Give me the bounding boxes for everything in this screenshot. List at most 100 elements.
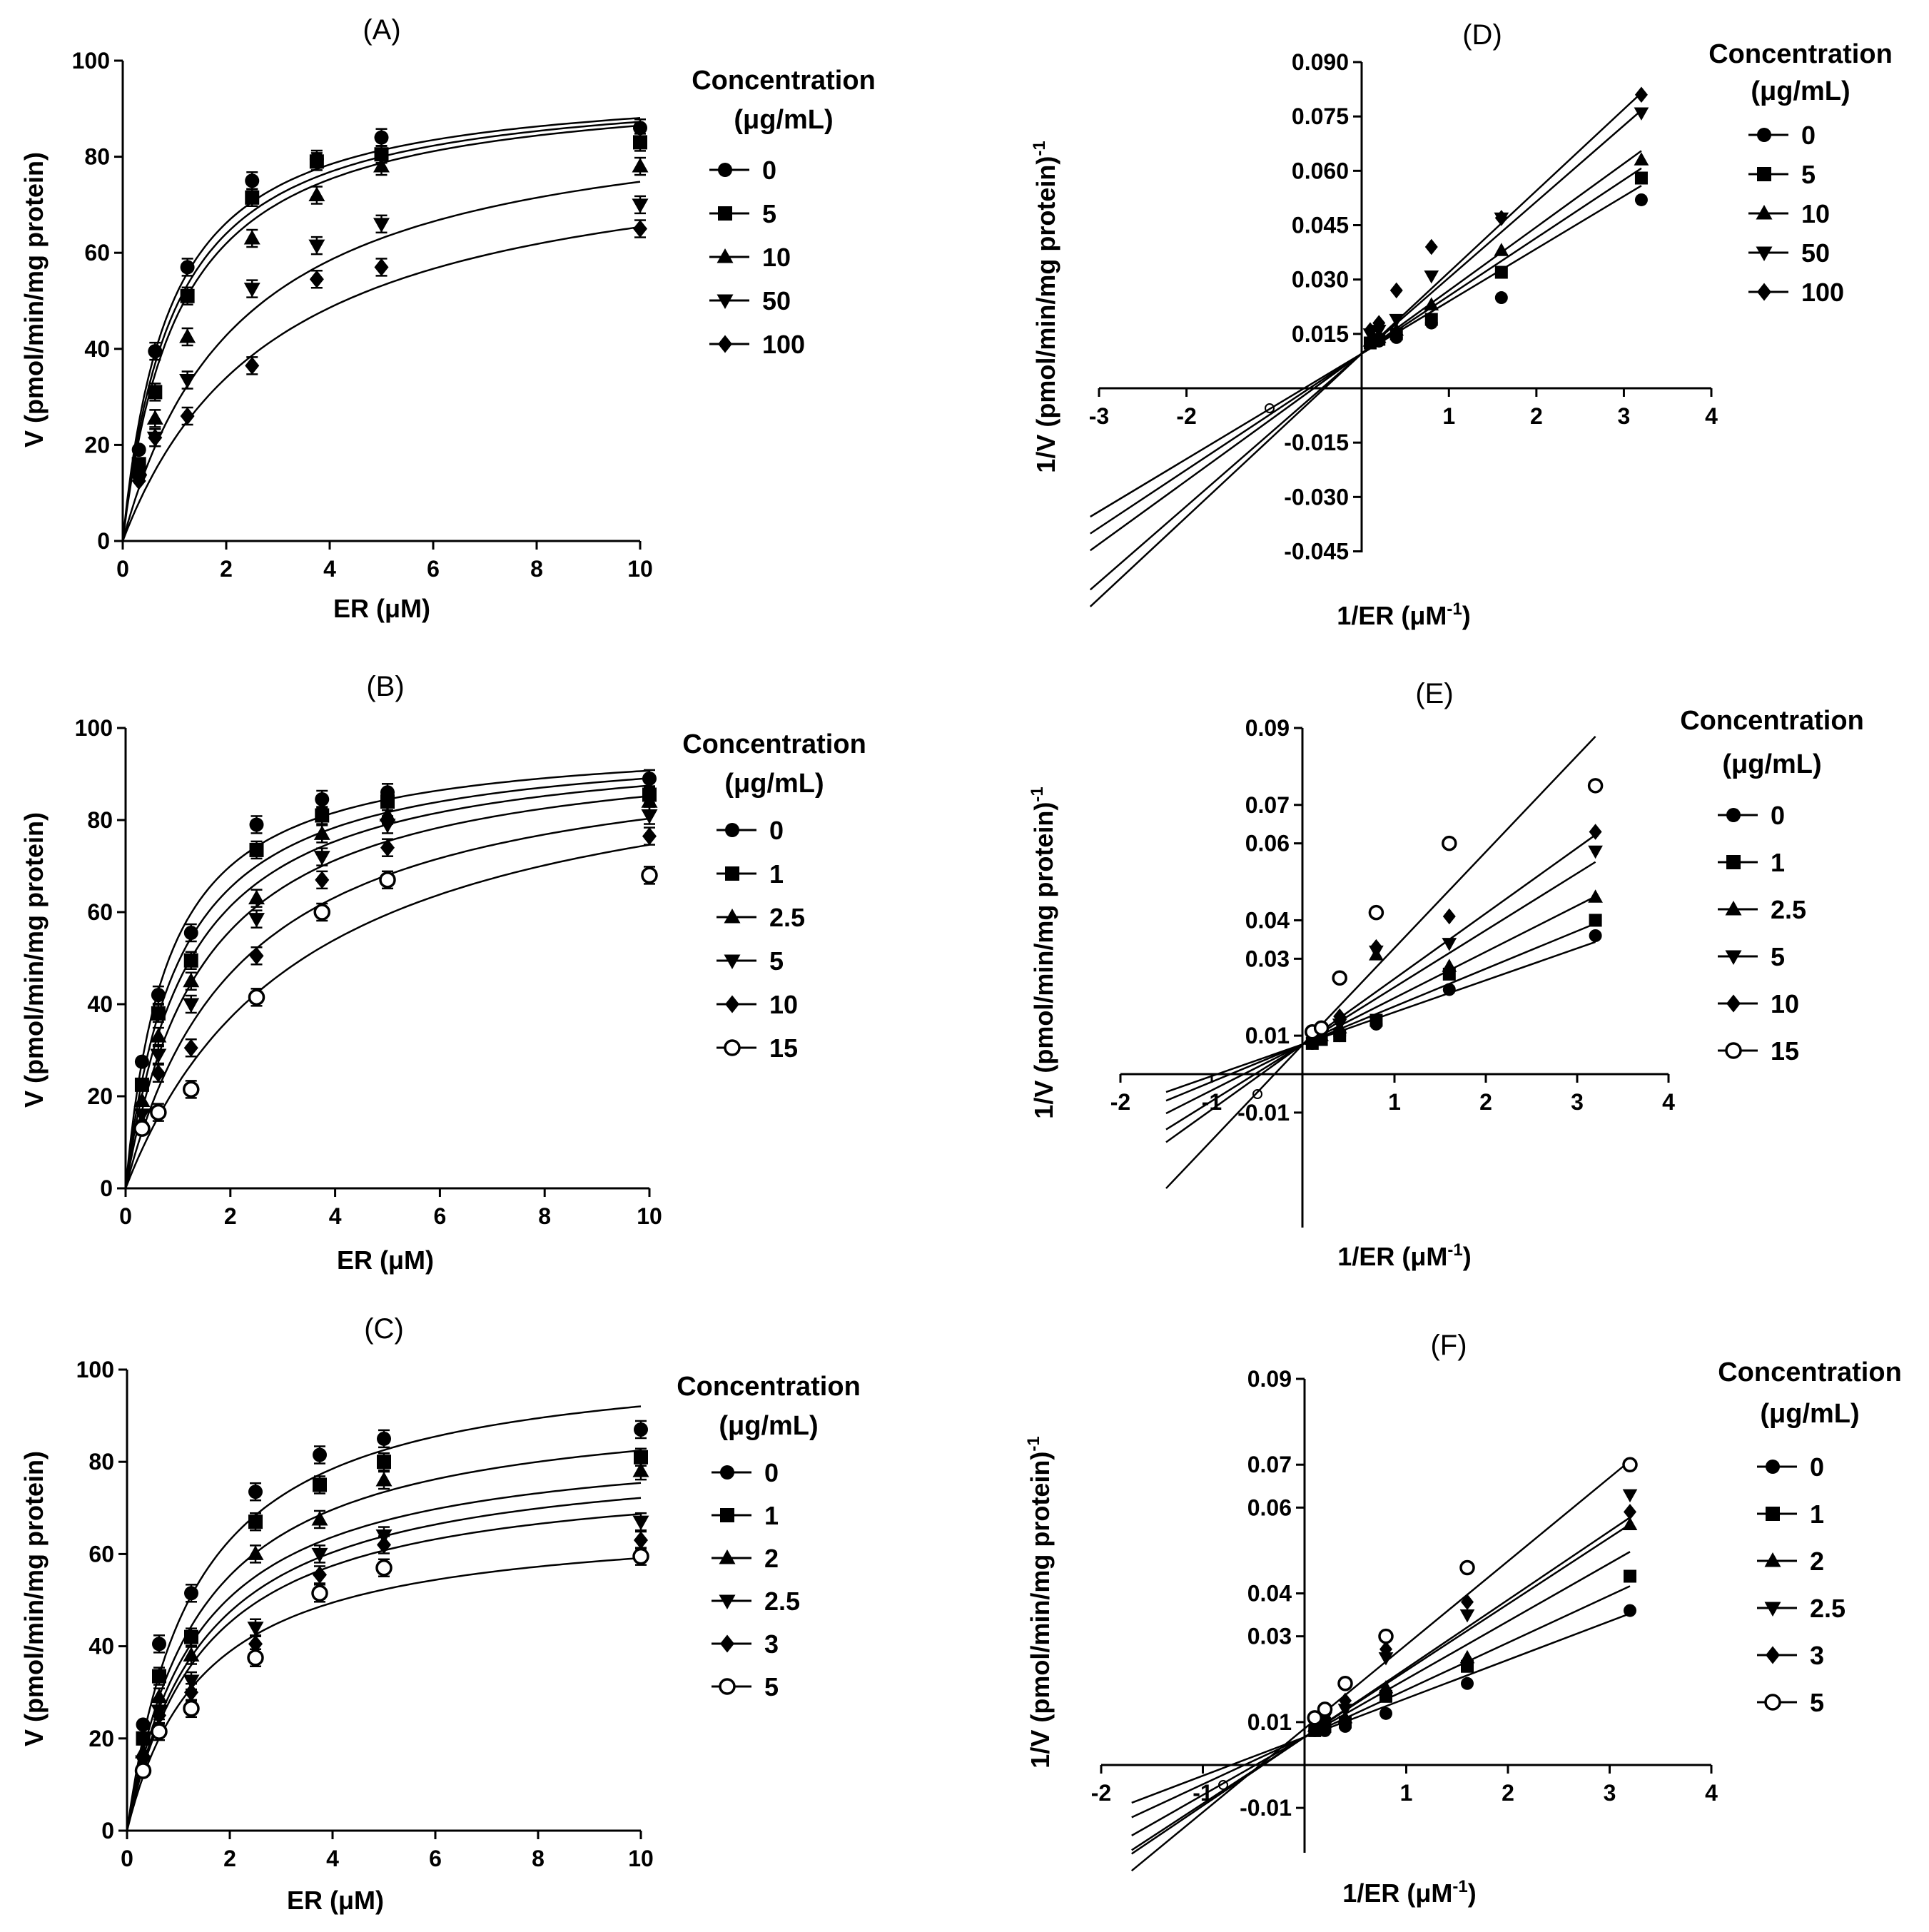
x-tick-label: 8 — [532, 1846, 545, 1871]
y-tick-label: 0.060 — [1292, 158, 1349, 183]
data-point — [634, 1422, 648, 1437]
data-point — [249, 946, 264, 965]
y-tick-label: 80 — [87, 807, 113, 833]
legend-label: 10 — [762, 243, 791, 272]
data-point — [1379, 1641, 1392, 1657]
data-point — [313, 1477, 327, 1492]
regression-line — [1165, 735, 1596, 1189]
data-point — [152, 1637, 166, 1652]
x-tick-label: 2 — [224, 1203, 237, 1229]
x-tick-label: 4 — [326, 1846, 339, 1871]
legend-label: 0 — [764, 1458, 779, 1487]
y-tick-label: 60 — [87, 899, 113, 925]
x-tick-label: 3 — [1571, 1089, 1584, 1115]
data-point — [180, 407, 195, 425]
legend-marker — [725, 995, 739, 1013]
data-point — [632, 1515, 649, 1531]
data-point — [245, 356, 260, 375]
chart-title: (D) — [1462, 19, 1502, 51]
data-point — [632, 1547, 649, 1565]
data-point — [374, 258, 389, 276]
data-point — [315, 871, 330, 889]
y-tick-label: 0.03 — [1247, 1624, 1292, 1649]
legend-subtitle: (μg/mL) — [1751, 76, 1850, 106]
chart-title: (F) — [1430, 1330, 1467, 1361]
data-point — [641, 866, 658, 884]
y-tick-label: -0.030 — [1284, 484, 1349, 510]
legend-label: 3 — [764, 1629, 779, 1659]
legend-marker — [1764, 1694, 1781, 1711]
legend-label: 2.5 — [764, 1587, 800, 1616]
data-point — [183, 1038, 198, 1057]
x-tick-label: 2 — [1502, 1780, 1514, 1806]
data-point — [1634, 193, 1648, 206]
data-point — [1424, 297, 1439, 310]
data-point — [1624, 1569, 1636, 1583]
legend-marker — [1756, 205, 1773, 220]
x-tick-label: 0 — [121, 1846, 133, 1871]
y-tick-label: 0.01 — [1245, 1023, 1290, 1048]
regression-line — [1131, 1612, 1631, 1804]
intercept-marker — [1265, 403, 1275, 413]
data-point — [183, 1647, 200, 1662]
data-point — [1624, 1504, 1636, 1520]
x-tick-label: 10 — [627, 556, 653, 582]
fit-curve — [121, 124, 641, 542]
data-point — [1371, 325, 1387, 338]
fit-curve — [124, 844, 650, 1189]
y-tick-label: -0.045 — [1284, 539, 1349, 565]
data-point — [313, 825, 330, 840]
regression-line — [1165, 895, 1596, 1115]
x-tick-label: -3 — [1089, 403, 1109, 429]
data-point — [373, 218, 390, 233]
y-tick-label: -0.015 — [1284, 430, 1349, 455]
data-point — [1494, 210, 1508, 226]
legend-marker — [1725, 901, 1742, 916]
data-point — [1442, 959, 1457, 972]
data-point — [135, 1744, 151, 1759]
legend-label: 1 — [769, 859, 784, 889]
data-point — [308, 239, 325, 255]
y-tick-label: 40 — [88, 1634, 114, 1659]
y-tick-label: -0.01 — [1240, 1795, 1292, 1821]
legend-marker — [1766, 1507, 1780, 1521]
legend-label: 3 — [1810, 1641, 1824, 1670]
regression-line — [1130, 1460, 1631, 1872]
data-point — [1442, 938, 1457, 951]
legend-label: 50 — [1801, 238, 1830, 268]
data-point — [313, 851, 330, 866]
data-point — [249, 817, 264, 832]
chart-title: (C) — [364, 1313, 404, 1345]
y-tick-label: 0.01 — [1247, 1709, 1292, 1735]
data-point — [243, 283, 260, 298]
data-point — [180, 288, 195, 303]
data-point — [311, 1510, 328, 1526]
legend: Concentration (μg/mL) 0 5 10 50 100 — [1708, 39, 1893, 307]
y-axis-title: V (pmol/min/mg protein) — [19, 1451, 49, 1746]
x-tick-label: 4 — [1705, 403, 1718, 429]
data-point — [1622, 1457, 1638, 1472]
data-point — [379, 871, 396, 889]
data-point — [1461, 1594, 1474, 1610]
fit-curve — [121, 121, 641, 542]
legend-label: 1 — [1810, 1499, 1824, 1529]
intercept-marker — [1252, 1089, 1262, 1099]
chart-panel-e: (E)-0.010.010.030.040.060.070.09-2-11234… — [1028, 678, 1864, 1271]
y-tick-label: 40 — [87, 991, 113, 1017]
legend-label: 5 — [769, 946, 784, 976]
y-tick-label: 40 — [84, 336, 110, 362]
legend-label: 1 — [1771, 848, 1785, 877]
data-point — [1378, 1628, 1394, 1644]
legend-marker — [720, 1508, 734, 1522]
legend-marker — [1764, 1602, 1781, 1617]
data-point — [1459, 1609, 1475, 1623]
data-point — [1459, 1649, 1475, 1664]
x-tick-label: 4 — [1662, 1089, 1675, 1115]
data-point — [1587, 778, 1604, 794]
data-point — [133, 1120, 151, 1137]
data-point — [183, 953, 198, 968]
x-tick-label: 4 — [329, 1203, 342, 1229]
data-point — [1634, 171, 1648, 185]
legend-label: 100 — [1801, 278, 1844, 307]
